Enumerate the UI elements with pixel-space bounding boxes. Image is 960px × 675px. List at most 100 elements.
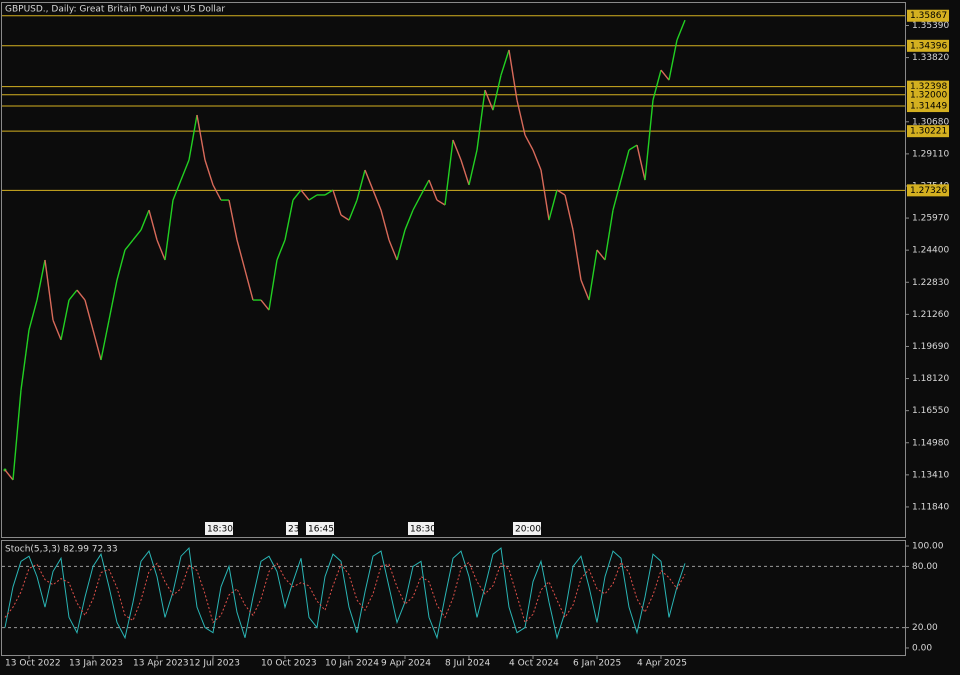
price-segment: [588, 249, 598, 301]
price-segment: [420, 179, 430, 196]
price-segment: [332, 189, 342, 216]
session-badge: [286, 522, 298, 535]
x-tick-label: 4 Apr 2025: [637, 659, 687, 669]
price-segment: [412, 194, 422, 211]
price-segment: [132, 229, 142, 241]
price-segment: [196, 114, 206, 161]
session-label: 23: [288, 525, 299, 535]
price-level-label: 1.30221: [910, 127, 947, 137]
price-segment: [340, 214, 350, 221]
x-tick-label: 12 Jul 2023: [189, 659, 240, 669]
price-segment: [20, 329, 30, 391]
price-segment: [172, 179, 182, 201]
price-segment: [308, 194, 318, 201]
price-segment: [660, 69, 670, 81]
price-segment: [52, 319, 62, 341]
price-level-label: 1.32000: [910, 90, 947, 100]
price-segment: [260, 299, 270, 311]
price-segment: [100, 319, 110, 361]
x-tick-label: 13 Jan 2023: [69, 659, 123, 669]
price-segment: [292, 189, 302, 201]
price-segment: [516, 99, 526, 136]
price-level-label: 1.31449: [910, 102, 947, 112]
y-tick-label: 1.30680: [912, 117, 949, 127]
price-segment: [460, 159, 470, 186]
y-tick-label: 1.18120: [912, 374, 949, 384]
price-segment: [428, 179, 438, 201]
price-level-badge: [907, 9, 949, 22]
price-segment: [476, 89, 486, 151]
y-tick-label: 1.24400: [912, 246, 949, 256]
price-segment: [500, 49, 510, 76]
price-segment: [324, 189, 334, 196]
y-tick-label: 1.16550: [912, 406, 949, 416]
price-segment: [356, 169, 366, 201]
main-frame: [1, 2, 906, 538]
session-badge: [408, 522, 434, 535]
price-segment: [508, 49, 518, 101]
price-segment: [444, 139, 454, 206]
price-segment: [140, 209, 150, 231]
y-tick-label: 1.33820: [912, 53, 949, 63]
y-tick-label: 100.00: [912, 542, 944, 552]
indicator-title: Stoch(5,3,3) 82.99 72.33: [5, 545, 118, 555]
price-segment: [564, 194, 574, 231]
price-segment: [388, 239, 398, 261]
price-segment: [60, 299, 70, 341]
y-tick-label: 1.29110: [912, 149, 949, 159]
y-tick-label: 0.00: [912, 643, 932, 653]
price-segment: [76, 289, 86, 301]
session-label: 18:30: [410, 525, 436, 535]
session-label: 18:30: [207, 525, 233, 535]
price-level-label: 1.34396: [910, 41, 947, 51]
price-segment: [300, 189, 310, 201]
price-segment: [204, 159, 214, 186]
price-segment: [556, 189, 566, 196]
price-segment: [364, 169, 374, 191]
price-segment: [68, 289, 78, 301]
indicator-line: [4, 561, 686, 624]
price-segment: [268, 259, 278, 311]
price-segment: [452, 139, 462, 161]
price-segment: [92, 329, 102, 361]
price-segment: [4, 469, 14, 481]
price-segment: [124, 239, 134, 251]
session-badge: [205, 522, 233, 535]
x-tick-label: 13 Oct 2022: [5, 659, 61, 669]
price-segment: [636, 144, 646, 181]
chart-title: GBPUSD., Daily: Great Britain Pound vs U…: [5, 5, 225, 15]
price-level-badge: [907, 184, 949, 197]
y-tick-label: 1.25970: [912, 214, 949, 224]
price-segment: [572, 229, 582, 281]
price-segment: [468, 149, 478, 186]
session-label: 16:45: [308, 525, 334, 535]
indicator-line: [4, 546, 686, 640]
price-segment: [28, 299, 38, 331]
price-segment: [36, 259, 46, 301]
price-segment: [524, 134, 534, 151]
price-segment: [396, 229, 406, 261]
price-segment: [620, 149, 630, 181]
price-segment: [372, 189, 382, 211]
price-segment: [404, 209, 414, 231]
price-segment: [548, 189, 558, 221]
y-tick-label: 1.22830: [912, 278, 949, 288]
price-segment: [284, 199, 294, 241]
price-segment: [108, 279, 118, 321]
price-segment: [212, 184, 222, 201]
price-segment: [668, 39, 678, 81]
price-segment: [44, 259, 54, 321]
price-segment: [380, 209, 390, 241]
y-tick-label: 1.11840: [912, 502, 949, 512]
price-segment: [652, 69, 662, 101]
session-badge: [513, 522, 541, 535]
y-tick-label: 1.21260: [912, 310, 949, 320]
y-tick-label: 20.00: [912, 623, 938, 633]
price-segment: [612, 179, 622, 211]
x-tick-label: 9 Apr 2024: [381, 659, 431, 669]
price-segment: [12, 389, 22, 481]
price-level-badge: [907, 125, 949, 138]
